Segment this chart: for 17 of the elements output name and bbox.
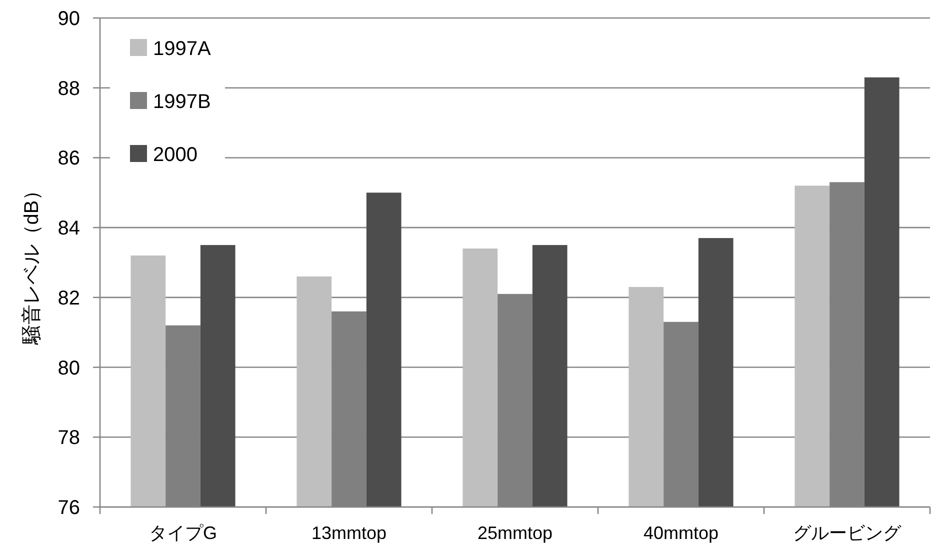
y-tick-label: 84 — [58, 218, 80, 240]
x-tick-label: 25mmtop — [477, 523, 553, 543]
x-tick-label: グルービング — [793, 523, 902, 543]
y-axis-title: 騒音レベル（dB） — [21, 180, 43, 346]
y-tick-label: 90 — [58, 8, 80, 30]
x-tick-label: 13mmtop — [311, 523, 387, 543]
legend-label: 1997B — [153, 91, 211, 113]
y-tick-label: 76 — [58, 497, 80, 519]
y-tick-label: 86 — [58, 148, 80, 170]
y-tick-label: 80 — [58, 357, 80, 380]
x-tick-label: 40mmtop — [643, 523, 719, 543]
y-tick-label: 82 — [58, 287, 80, 310]
x-tick-label: タイプG — [148, 523, 218, 543]
legend-label: 1997A — [153, 38, 212, 60]
y-tick-label: 78 — [58, 427, 80, 450]
legend-label: 2000 — [153, 144, 198, 166]
y-tick-label: 88 — [58, 78, 80, 100]
